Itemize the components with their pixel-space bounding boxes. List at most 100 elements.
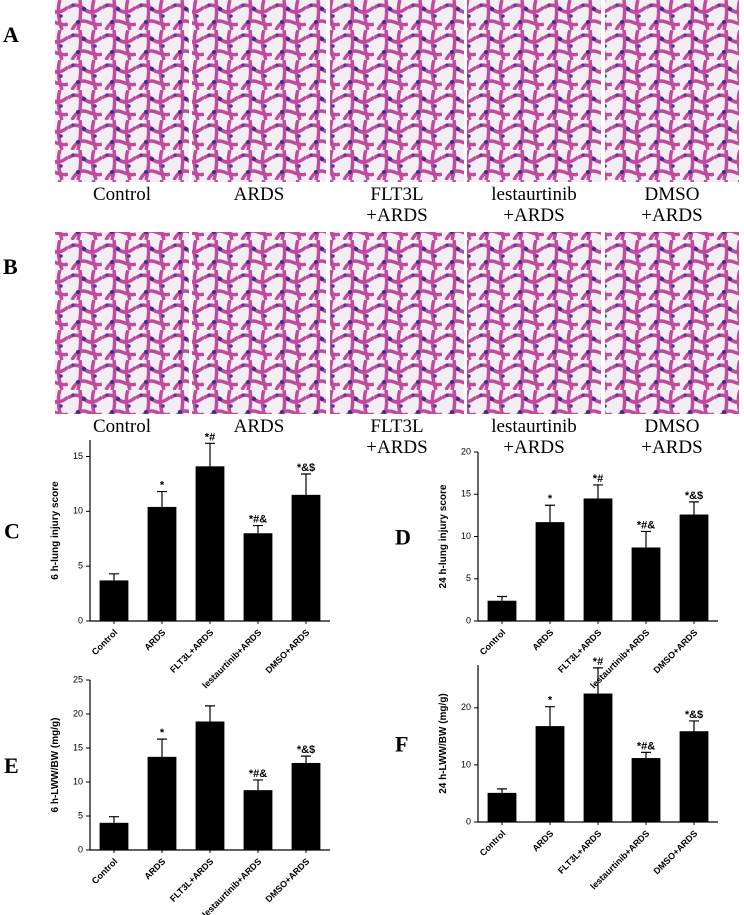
y-tick-label: 0: [78, 844, 83, 854]
histology-image: [55, 232, 189, 414]
y-tick-label: 25: [73, 674, 83, 684]
x-tick-label: Control: [478, 627, 508, 657]
image-label: FLT3L: [370, 416, 423, 437]
bar: [487, 600, 517, 621]
error-bar: [689, 501, 699, 515]
x-tick-label: FLT3L+ARDS: [168, 627, 215, 674]
histology-image: [192, 0, 326, 182]
y-tick-label: 0: [466, 816, 471, 826]
y-tick-label: 10: [73, 776, 83, 786]
significance-label: *&$: [297, 462, 315, 474]
image-label: Control: [93, 416, 151, 437]
image-label: +ARDS: [641, 205, 702, 226]
bar: [679, 514, 709, 621]
image-label: ARDS: [234, 416, 285, 437]
x-tick-label: FLT3L+ARDS: [556, 828, 603, 875]
error-bar: [689, 720, 699, 732]
image-label: +ARDS: [641, 437, 702, 458]
bar: [487, 792, 517, 822]
bar: [583, 498, 613, 621]
significance-label: *#: [205, 431, 215, 443]
x-tick-label: FLT3L+ARDS: [168, 856, 215, 903]
histology-image: [467, 232, 601, 414]
y-tick-label: 0: [466, 615, 471, 625]
significance-label: *#&: [637, 519, 655, 531]
histology-image: [605, 0, 739, 182]
y-tick-label: 10: [461, 531, 471, 541]
significance-label: *&$: [297, 744, 315, 756]
y-tick-label: 15: [73, 742, 83, 752]
row-letter: A: [3, 22, 19, 47]
bar: [243, 533, 273, 621]
error-bar: [641, 530, 651, 548]
y-axis-label: 24 h-LWW/BW (mg/g): [438, 693, 449, 794]
significance-label: *: [160, 727, 165, 739]
y-tick-label: 20: [73, 708, 83, 718]
image-label: ARDS: [234, 184, 285, 205]
y-axis-label: 6 h-lung injury score: [50, 481, 61, 580]
y-tick-label: 5: [78, 561, 83, 571]
image-label: +ARDS: [366, 205, 427, 226]
error-bar: [109, 573, 119, 581]
image-label: lestaurtinib: [491, 184, 576, 205]
panel-label: D: [395, 525, 411, 550]
bar: [291, 494, 321, 621]
significance-label: *#&: [249, 514, 267, 526]
bar: [631, 547, 661, 621]
image-label: lestaurtinib: [491, 416, 576, 437]
significance-label: *: [160, 480, 165, 492]
significance-label: *: [548, 493, 553, 505]
error-bar: [205, 442, 215, 467]
image-label: +ARDS: [503, 205, 564, 226]
y-tick-label: 15: [73, 451, 83, 461]
histology-image: [55, 0, 189, 182]
significance-label: *#&: [249, 768, 267, 780]
significance-label: *&$: [685, 709, 703, 721]
row-letter: B: [3, 254, 18, 279]
error-bar: [593, 667, 603, 694]
histology-image: [192, 232, 326, 414]
bar: [243, 790, 273, 850]
y-tick-label: 15: [461, 489, 471, 499]
significance-label: *#&: [637, 740, 655, 752]
y-tick-label: 20: [461, 446, 471, 456]
histology-image: [330, 0, 464, 182]
error-bar: [205, 705, 215, 722]
x-tick-label: Control: [90, 627, 120, 657]
bar: [583, 693, 613, 822]
x-tick-label: DMSO+ARDS: [651, 828, 699, 876]
error-bar: [253, 779, 263, 791]
significance-label: *: [548, 695, 553, 707]
y-tick-label: 5: [466, 573, 471, 583]
bar: [679, 731, 709, 822]
histology-image: [605, 232, 739, 414]
bar: [535, 726, 565, 822]
error-bar: [593, 484, 603, 499]
x-tick-label: DMSO+ARDS: [651, 627, 699, 675]
image-label: +ARDS: [366, 437, 427, 458]
x-tick-label: DMSO+ARDS: [263, 627, 311, 675]
bar: [195, 721, 225, 850]
image-label: Control: [93, 184, 151, 205]
x-tick-label: ARDS: [530, 627, 555, 652]
significance-label: *#: [593, 656, 603, 668]
error-bar: [497, 788, 507, 793]
y-axis-label: 6 h-LWW/BW (mg/g): [50, 718, 61, 813]
y-axis-label: 24 h-lung injury score: [438, 484, 449, 588]
error-bar: [253, 524, 263, 534]
x-tick-label: Control: [90, 856, 120, 886]
bar: [147, 506, 177, 621]
bar: [99, 822, 129, 850]
bar: [147, 756, 177, 850]
panel-label: C: [4, 519, 20, 544]
histology-image: [330, 232, 464, 414]
y-tick-label: 20: [461, 702, 471, 712]
image-label: +ARDS: [503, 437, 564, 458]
histology-image: [467, 0, 601, 182]
error-bar: [497, 595, 507, 601]
image-label: DMSO: [645, 416, 700, 437]
image-label: FLT3L: [370, 184, 423, 205]
bar: [195, 466, 225, 621]
panel-label: F: [395, 732, 408, 757]
